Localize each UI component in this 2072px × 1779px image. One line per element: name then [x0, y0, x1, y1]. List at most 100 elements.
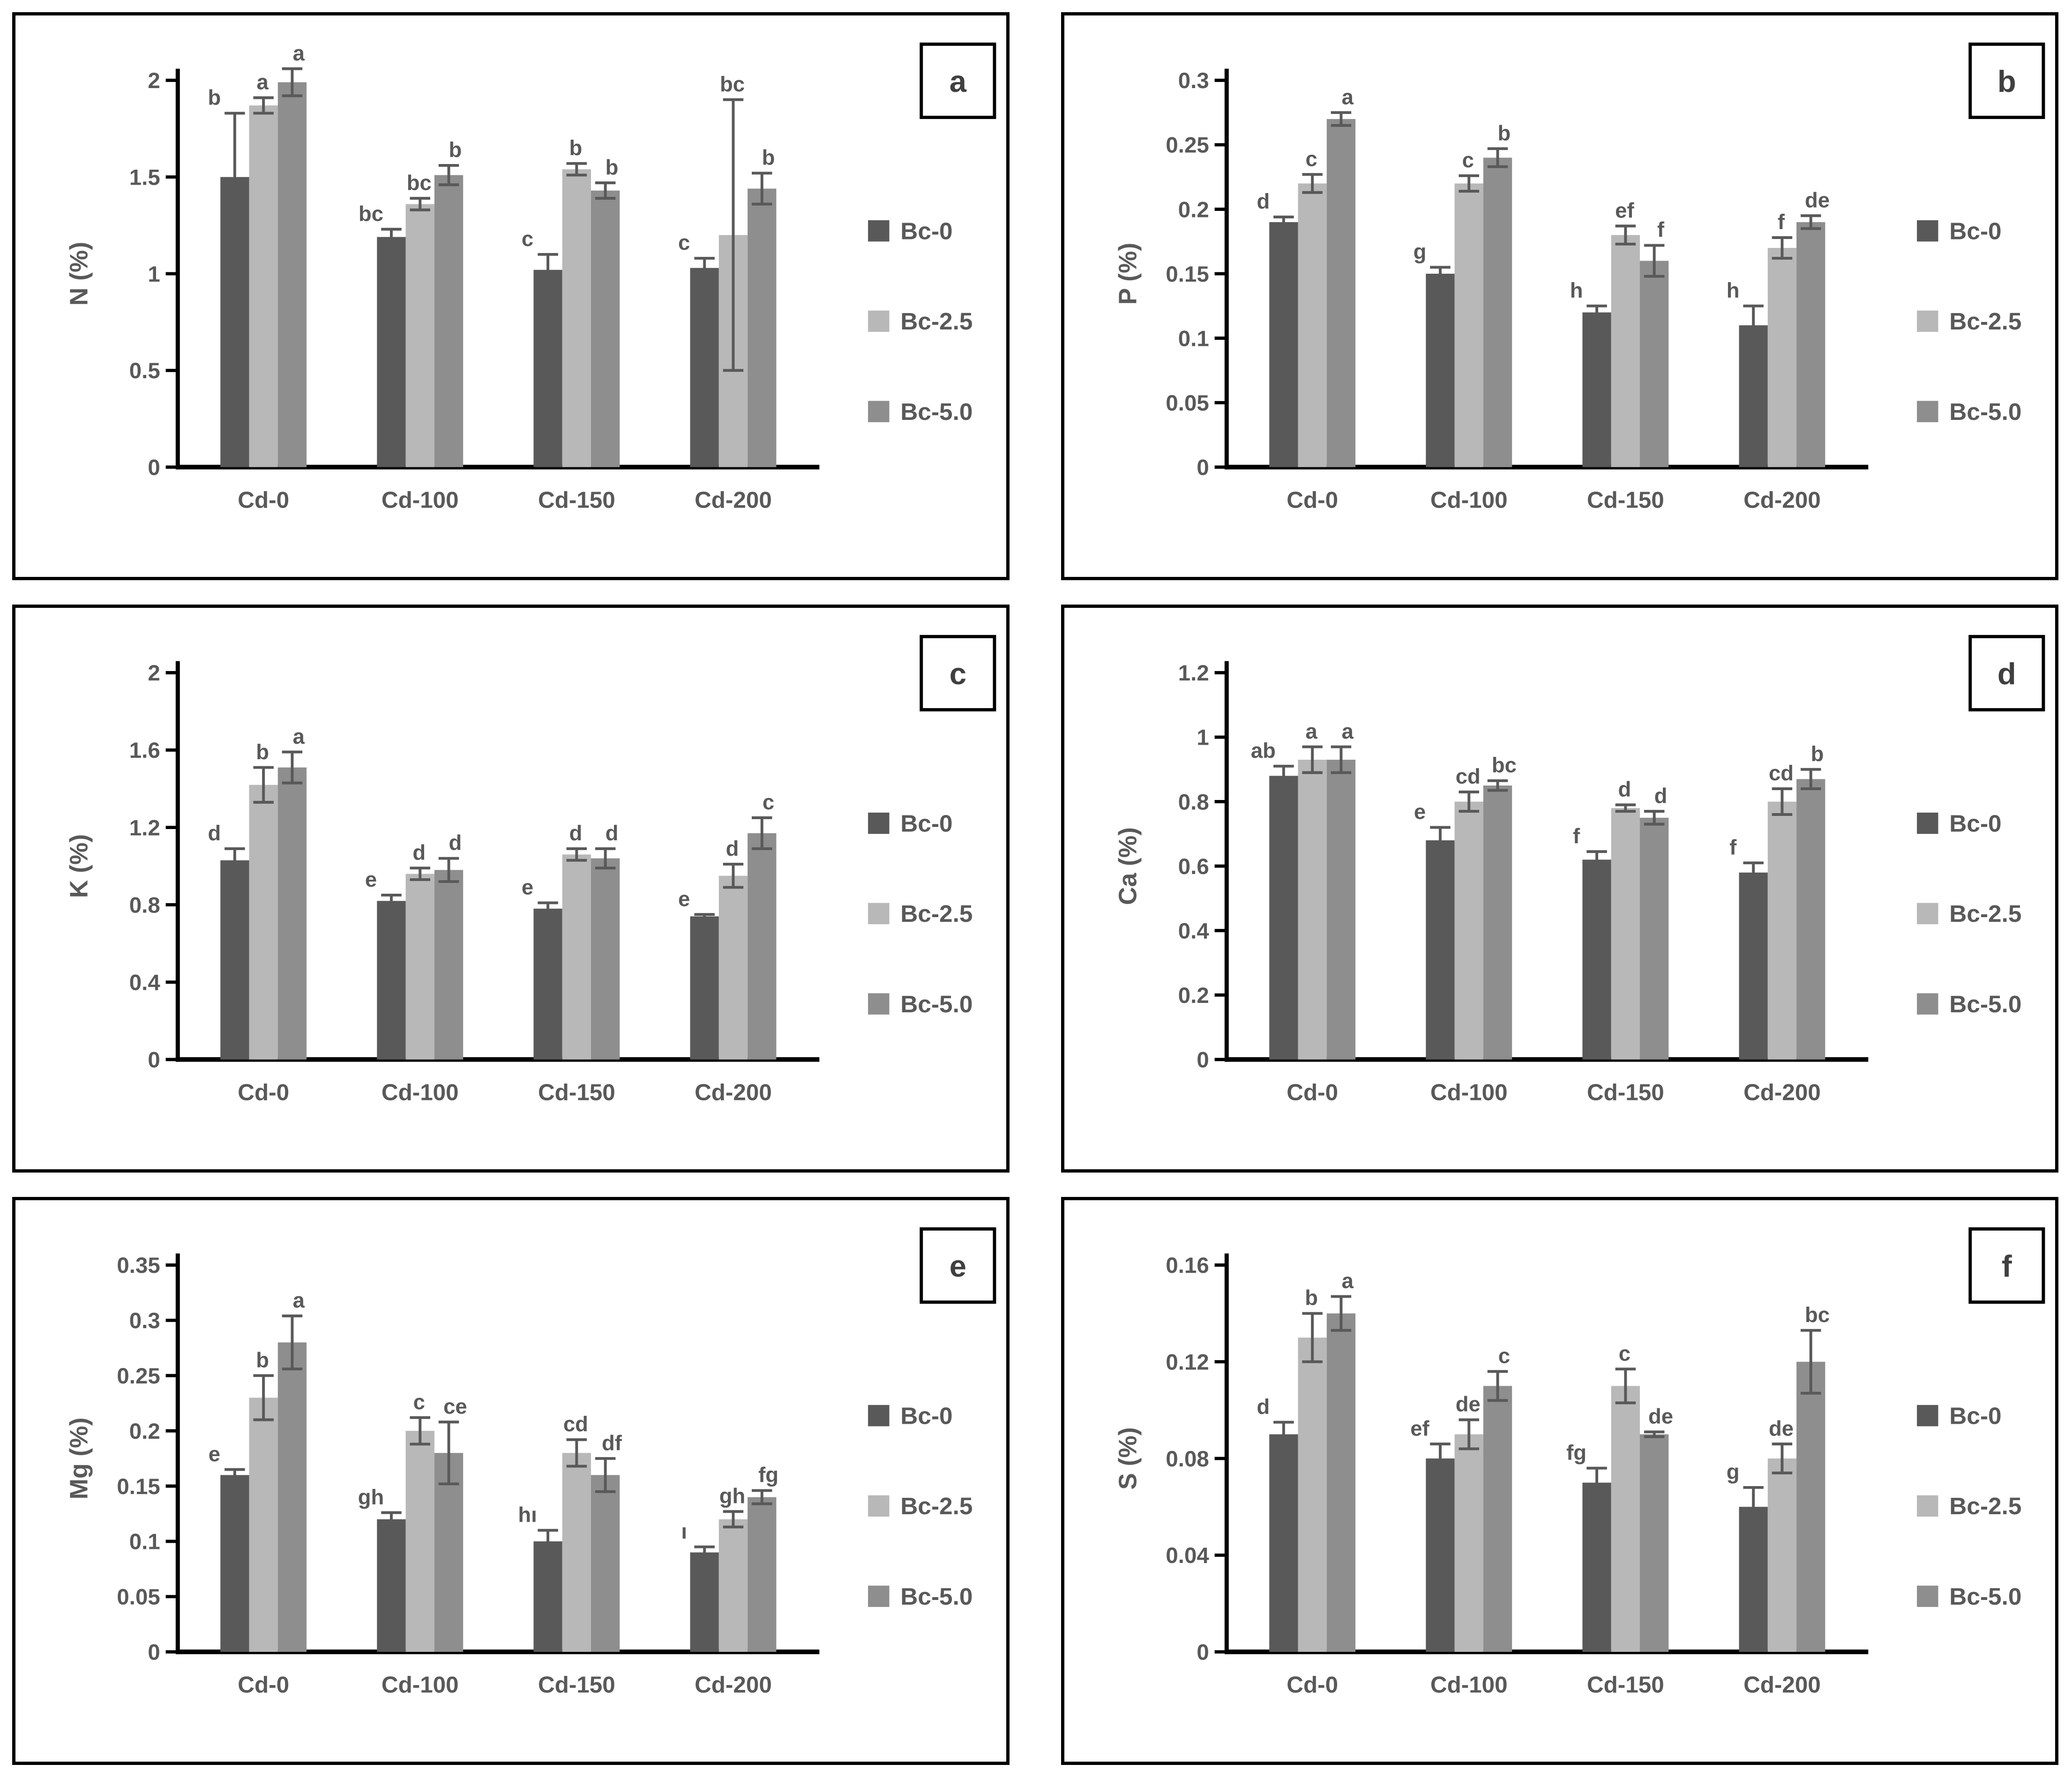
sig-letter: b [762, 146, 775, 170]
bar-Bc-5.0-Cd-100 [434, 1453, 464, 1652]
sig-letter: e [522, 875, 533, 899]
bar-Bc-2.5-Cd-0 [1298, 1338, 1327, 1652]
sig-letter: d [606, 821, 619, 845]
sig-letter: fg [1566, 1441, 1586, 1465]
sig-letter: ı [681, 1519, 687, 1543]
sig-letter: c [1462, 148, 1474, 172]
sig-letter: f [1657, 218, 1665, 242]
bar-Bc-5.0-Cd-150 [1640, 1434, 1669, 1652]
legend-swatch-Bc-5.0 [868, 401, 890, 422]
x-tick-label: Cd-100 [1430, 487, 1508, 513]
sig-letter: h [1727, 278, 1740, 302]
bar-Bc-2.5-Cd-0 [1298, 183, 1327, 467]
panel-letter-box [920, 1227, 996, 1304]
bar-Bc-5.0-Cd-200 [748, 1497, 777, 1652]
sig-letter: a [1306, 719, 1318, 743]
sig-letter: de [1648, 1405, 1673, 1428]
sig-letter: g [1727, 1460, 1740, 1484]
bar-Bc-2.5-Cd-150 [1611, 808, 1640, 1060]
bar-Bc-0-Cd-0 [1269, 1434, 1298, 1652]
x-tick-label: Cd-100 [381, 1080, 459, 1106]
sig-letter: f [1573, 824, 1580, 848]
panel-letter: d [1997, 657, 2016, 691]
legend-label: Bc-5.0 [1949, 990, 2021, 1017]
sig-letter: de [1769, 1416, 1794, 1440]
sig-letter: d [1618, 777, 1631, 801]
sig-letter: ce [443, 1394, 467, 1418]
bar-Bc-0-Cd-100 [377, 901, 406, 1060]
sig-letter: d [726, 837, 739, 860]
legend-swatch-Bc-0 [1917, 220, 1938, 242]
legend-swatch-Bc-2.5 [1917, 903, 1938, 925]
bar-Bc-0-Cd-0 [1269, 776, 1298, 1060]
bar-Bc-5.0-Cd-150 [591, 1475, 620, 1652]
bar-Bc-0-Cd-150 [533, 1541, 562, 1652]
bar-Bc-5.0-Cd-150 [1640, 261, 1669, 467]
x-tick-label: Cd-200 [1743, 487, 1821, 513]
y-axis-title: P (%) [1115, 243, 1142, 305]
y-tick-label: 0 [1197, 1048, 1209, 1073]
bar-Bc-5.0-Cd-0 [1326, 1313, 1356, 1652]
y-tick-label: 0.12 [1166, 1350, 1209, 1375]
legend-swatch-Bc-5.0 [868, 1585, 890, 1607]
sig-letter: ef [1615, 198, 1634, 222]
sig-letter: c [413, 1390, 425, 1414]
panel-c: 0 0.4 0.8 1.2 1.6 2 K (%) d e e e b d d d a d d c Cd-0 Cd-10… [12, 605, 1010, 1173]
y-tick-label: 0.15 [117, 1474, 160, 1499]
sig-letter: c [678, 231, 690, 254]
y-tick-label: 0.05 [117, 1585, 160, 1610]
panel-d: 0 0.2 0.4 0.6 0.8 1 1.2 Ca (%) ab e f f a cd d cd a bc d b C… [1061, 605, 2058, 1173]
sig-letter: d [208, 821, 221, 845]
legend-label: Bc-0 [1949, 217, 2001, 244]
sig-letter: h [1570, 278, 1583, 302]
y-tick-label: 2 [148, 68, 160, 93]
bar-Bc-2.5-Cd-200 [718, 1519, 748, 1652]
y-tick-label: 0.2 [1178, 983, 1209, 1008]
legend-label: Bc-5.0 [1949, 1583, 2021, 1610]
legend-label: Bc-0 [900, 217, 952, 244]
bar-Bc-2.5-Cd-100 [1454, 183, 1483, 467]
bar-Bc-0-Cd-200 [690, 916, 719, 1060]
y-tick-label: 0.35 [117, 1253, 160, 1278]
y-tick-label: 1.2 [1178, 661, 1209, 686]
bar-Bc-2.5-Cd-200 [1767, 801, 1797, 1060]
sig-letter: bc [407, 171, 432, 194]
sig-letter: g [1414, 240, 1427, 264]
legend-swatch-Bc-5.0 [1917, 993, 1938, 1015]
sig-letter: d [1257, 1395, 1270, 1419]
bar-Bc-0-Cd-150 [1582, 860, 1611, 1060]
panel-letter: f [2002, 1249, 2012, 1283]
x-tick-label: Cd-0 [238, 487, 289, 513]
bar-Bc-0-Cd-150 [533, 908, 562, 1060]
legend-swatch-Bc-5.0 [1917, 1585, 1938, 1607]
sig-letter: b [1811, 742, 1824, 766]
bar-Bc-5.0-Cd-200 [1796, 1361, 1825, 1652]
sig-letter: c [1498, 1344, 1510, 1368]
y-tick-label: 0.08 [1166, 1447, 1209, 1472]
sig-letter: d [1654, 784, 1668, 807]
y-tick-label: 1 [148, 262, 160, 287]
x-tick-label: Cd-200 [695, 487, 772, 513]
legend-swatch-Bc-5.0 [1917, 401, 1938, 422]
bar-Bc-5.0-Cd-150 [591, 190, 620, 467]
legend-swatch-Bc-0 [1917, 1405, 1938, 1427]
legend-label: Bc-0 [1949, 1402, 2001, 1429]
bar-Bc-0-Cd-100 [377, 237, 406, 467]
x-tick-label: Cd-0 [1287, 487, 1338, 513]
sig-letter: e [209, 1442, 220, 1466]
bar-Bc-2.5-Cd-0 [249, 1398, 278, 1652]
sig-letter: bc [1492, 753, 1517, 777]
sig-letter: c [1619, 1341, 1631, 1365]
y-tick-label: 0.2 [129, 1419, 160, 1444]
legend-swatch-Bc-2.5 [1917, 310, 1938, 332]
legend-swatch-Bc-5.0 [868, 993, 890, 1015]
x-tick-label: Cd-150 [538, 487, 615, 513]
y-tick-label: 0.8 [129, 893, 160, 918]
sig-letter: cd [563, 1412, 588, 1436]
sig-letter: de [1805, 188, 1830, 212]
sig-letter: gh [719, 1484, 746, 1508]
chart-b: 00.050.10.150.20.250.3P (%)dgh hc cef fabfd… [1115, 42, 2045, 513]
bar-Bc-0-Cd-0 [220, 860, 249, 1060]
sig-letter: ef [1410, 1416, 1429, 1440]
